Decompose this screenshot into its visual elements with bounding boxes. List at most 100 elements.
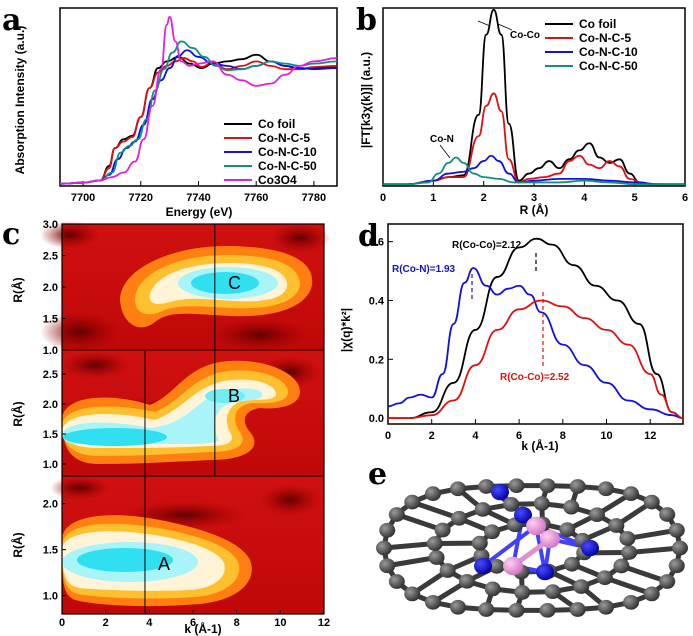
nitrogen-atom [581, 539, 599, 557]
carbon-atom [623, 486, 640, 502]
carbon-atom [450, 599, 466, 615]
heatmap-label-a: A [158, 554, 170, 574]
xtick-c-0: 0 [59, 617, 65, 629]
carbon-atom [458, 573, 475, 589]
nitrogen-atom [474, 557, 492, 575]
xtick-d-12: 12 [644, 430, 656, 442]
ytick-c-c-2-0: 2.0 [43, 282, 58, 294]
panel-c-ylabel-c: R(Å) [10, 277, 25, 302]
carbon-atom [569, 602, 586, 617]
carbon-atom [404, 586, 421, 602]
heatmap-label-b: B [228, 386, 240, 406]
legend-label-a-co-n-c-10: Co-N-C-10 [258, 145, 317, 159]
xtick-c-6: 6 [190, 617, 196, 629]
legend-label-b-co-foil: Co foil [579, 17, 616, 31]
series-d-co-co-2-52 [387, 299, 684, 420]
panel-label-d: d [358, 219, 379, 254]
carbon-atom [613, 558, 630, 574]
series-b-co-foil [382, 8, 685, 186]
carbon-atom [672, 540, 688, 556]
carbon-atom [563, 556, 580, 572]
series-d-co-co-2-12 [387, 237, 684, 420]
carbon-atom [508, 602, 525, 618]
heatmap-label-c: C [228, 273, 241, 293]
panel-a-xlabel: Energy (eV) [166, 205, 233, 219]
heatmap-subpanel-b: B [60, 350, 324, 476]
carbon-atom [428, 550, 445, 565]
panel-d-annotation-co-n-193: R(Co-N)=1.93 [392, 264, 456, 275]
carbon-atom [488, 558, 505, 574]
carbon-atom [434, 522, 451, 538]
ytick-c-c-3-0: 3.0 [43, 219, 58, 231]
carbon-atom [533, 496, 550, 511]
panel-c-ylabel-b: R(Å) [10, 401, 25, 426]
carbon-atom [643, 586, 660, 602]
carbon-atom [478, 602, 495, 617]
xtick-d-8: 8 [560, 430, 566, 442]
carbon-atom [478, 479, 495, 494]
carbon-atom [388, 507, 405, 522]
xtick-c-12: 12 [318, 617, 330, 629]
ytick-c-b-1-5: 1.5 [43, 429, 58, 441]
ytick-d-0-2: 0.2 [369, 354, 384, 366]
carbon-atom [388, 574, 405, 589]
xtick-c-8: 8 [234, 617, 240, 629]
panel-e-molecule: e [368, 457, 688, 618]
carbon-atom [659, 574, 676, 589]
panel-b-chart: b |FT[k3χ(k)]| (a.u.) R (Å) 0 1 2 3 4 5 6 Co f… [356, 3, 688, 217]
panel-label-e: e [368, 457, 387, 492]
xtick-d-2: 2 [429, 430, 435, 442]
carbon-atom [559, 522, 576, 538]
carbon-atom [484, 581, 501, 597]
panel-d-ylabel: |χ(q)*k²| [339, 308, 353, 352]
ytick-c-b-1-0: 1.0 [43, 459, 58, 471]
nitrogen-atom [536, 563, 554, 581]
panel-c-heatmap: c C B [2, 217, 330, 636]
panel-d-frame [387, 223, 684, 425]
xtick-d-0: 0 [385, 430, 391, 442]
heatmap-subpanel-a: A [50, 476, 324, 614]
ytick-c-a-1-0: 1.0 [43, 591, 58, 603]
panel-a-chart: a Absorption Intensity (a.u.) Energy (eV… [2, 3, 338, 219]
ytick-c-a-1-5: 1.5 [43, 545, 58, 557]
carbon-atom [544, 584, 561, 599]
panel-d-annotation-co-co-252: R(Co-Co)=2.52 [500, 372, 570, 383]
legend-label-a-co-foil: Co foil [258, 117, 295, 131]
legend-label-a-co-n-c-50: Co-N-C-50 [258, 159, 317, 173]
xtick-a-7780: 7780 [302, 192, 326, 204]
legend-label-b-co-n-c-50: Co-N-C-50 [579, 59, 638, 73]
panel-d-xlabel: k (Å-1) [521, 438, 558, 453]
carbon-atom [608, 518, 625, 533]
panel-c-ylabel-a: R(Å) [10, 532, 25, 557]
carbon-atom [589, 507, 606, 523]
carbon-atom [514, 585, 531, 600]
carbon-atom [598, 599, 614, 615]
legend-label-a-co-n-c-5: Co-N-C-5 [258, 131, 310, 145]
carbon-atom [539, 478, 556, 494]
series-b-co-n-c-5 [382, 92, 685, 186]
cobalt-atom [540, 529, 560, 549]
series-d-co-n-1-93 [387, 267, 684, 420]
heatmap-subpanel-c: C [40, 221, 330, 352]
carbon-atom [471, 535, 488, 551]
xtick-c-4: 4 [146, 617, 153, 629]
ytick-c-b-2-0: 2.0 [43, 399, 58, 411]
carbon-atom [668, 522, 685, 538]
carbon-atom [439, 563, 456, 578]
carbon-atom [619, 531, 636, 546]
xtick-d-10: 10 [600, 430, 612, 442]
carbon-atom [563, 499, 580, 515]
panel-label-c: c [2, 217, 20, 252]
xtick-b-2: 2 [481, 192, 487, 204]
carbon-atom [379, 522, 396, 538]
panel-b-annotation-co-n: Co-N [430, 134, 454, 145]
carbon-atom [426, 536, 443, 551]
nitrogen-atom [514, 506, 532, 524]
panel-b-annotation-co-co: Co-Co [510, 30, 540, 41]
panel-label-a: a [2, 3, 21, 38]
legend-label-b-co-n-c-5: Co-N-C-5 [579, 31, 631, 45]
carbon-atom [484, 524, 501, 540]
carbon-atom [598, 481, 614, 497]
ytick-c-c-1-5: 1.5 [43, 314, 58, 326]
